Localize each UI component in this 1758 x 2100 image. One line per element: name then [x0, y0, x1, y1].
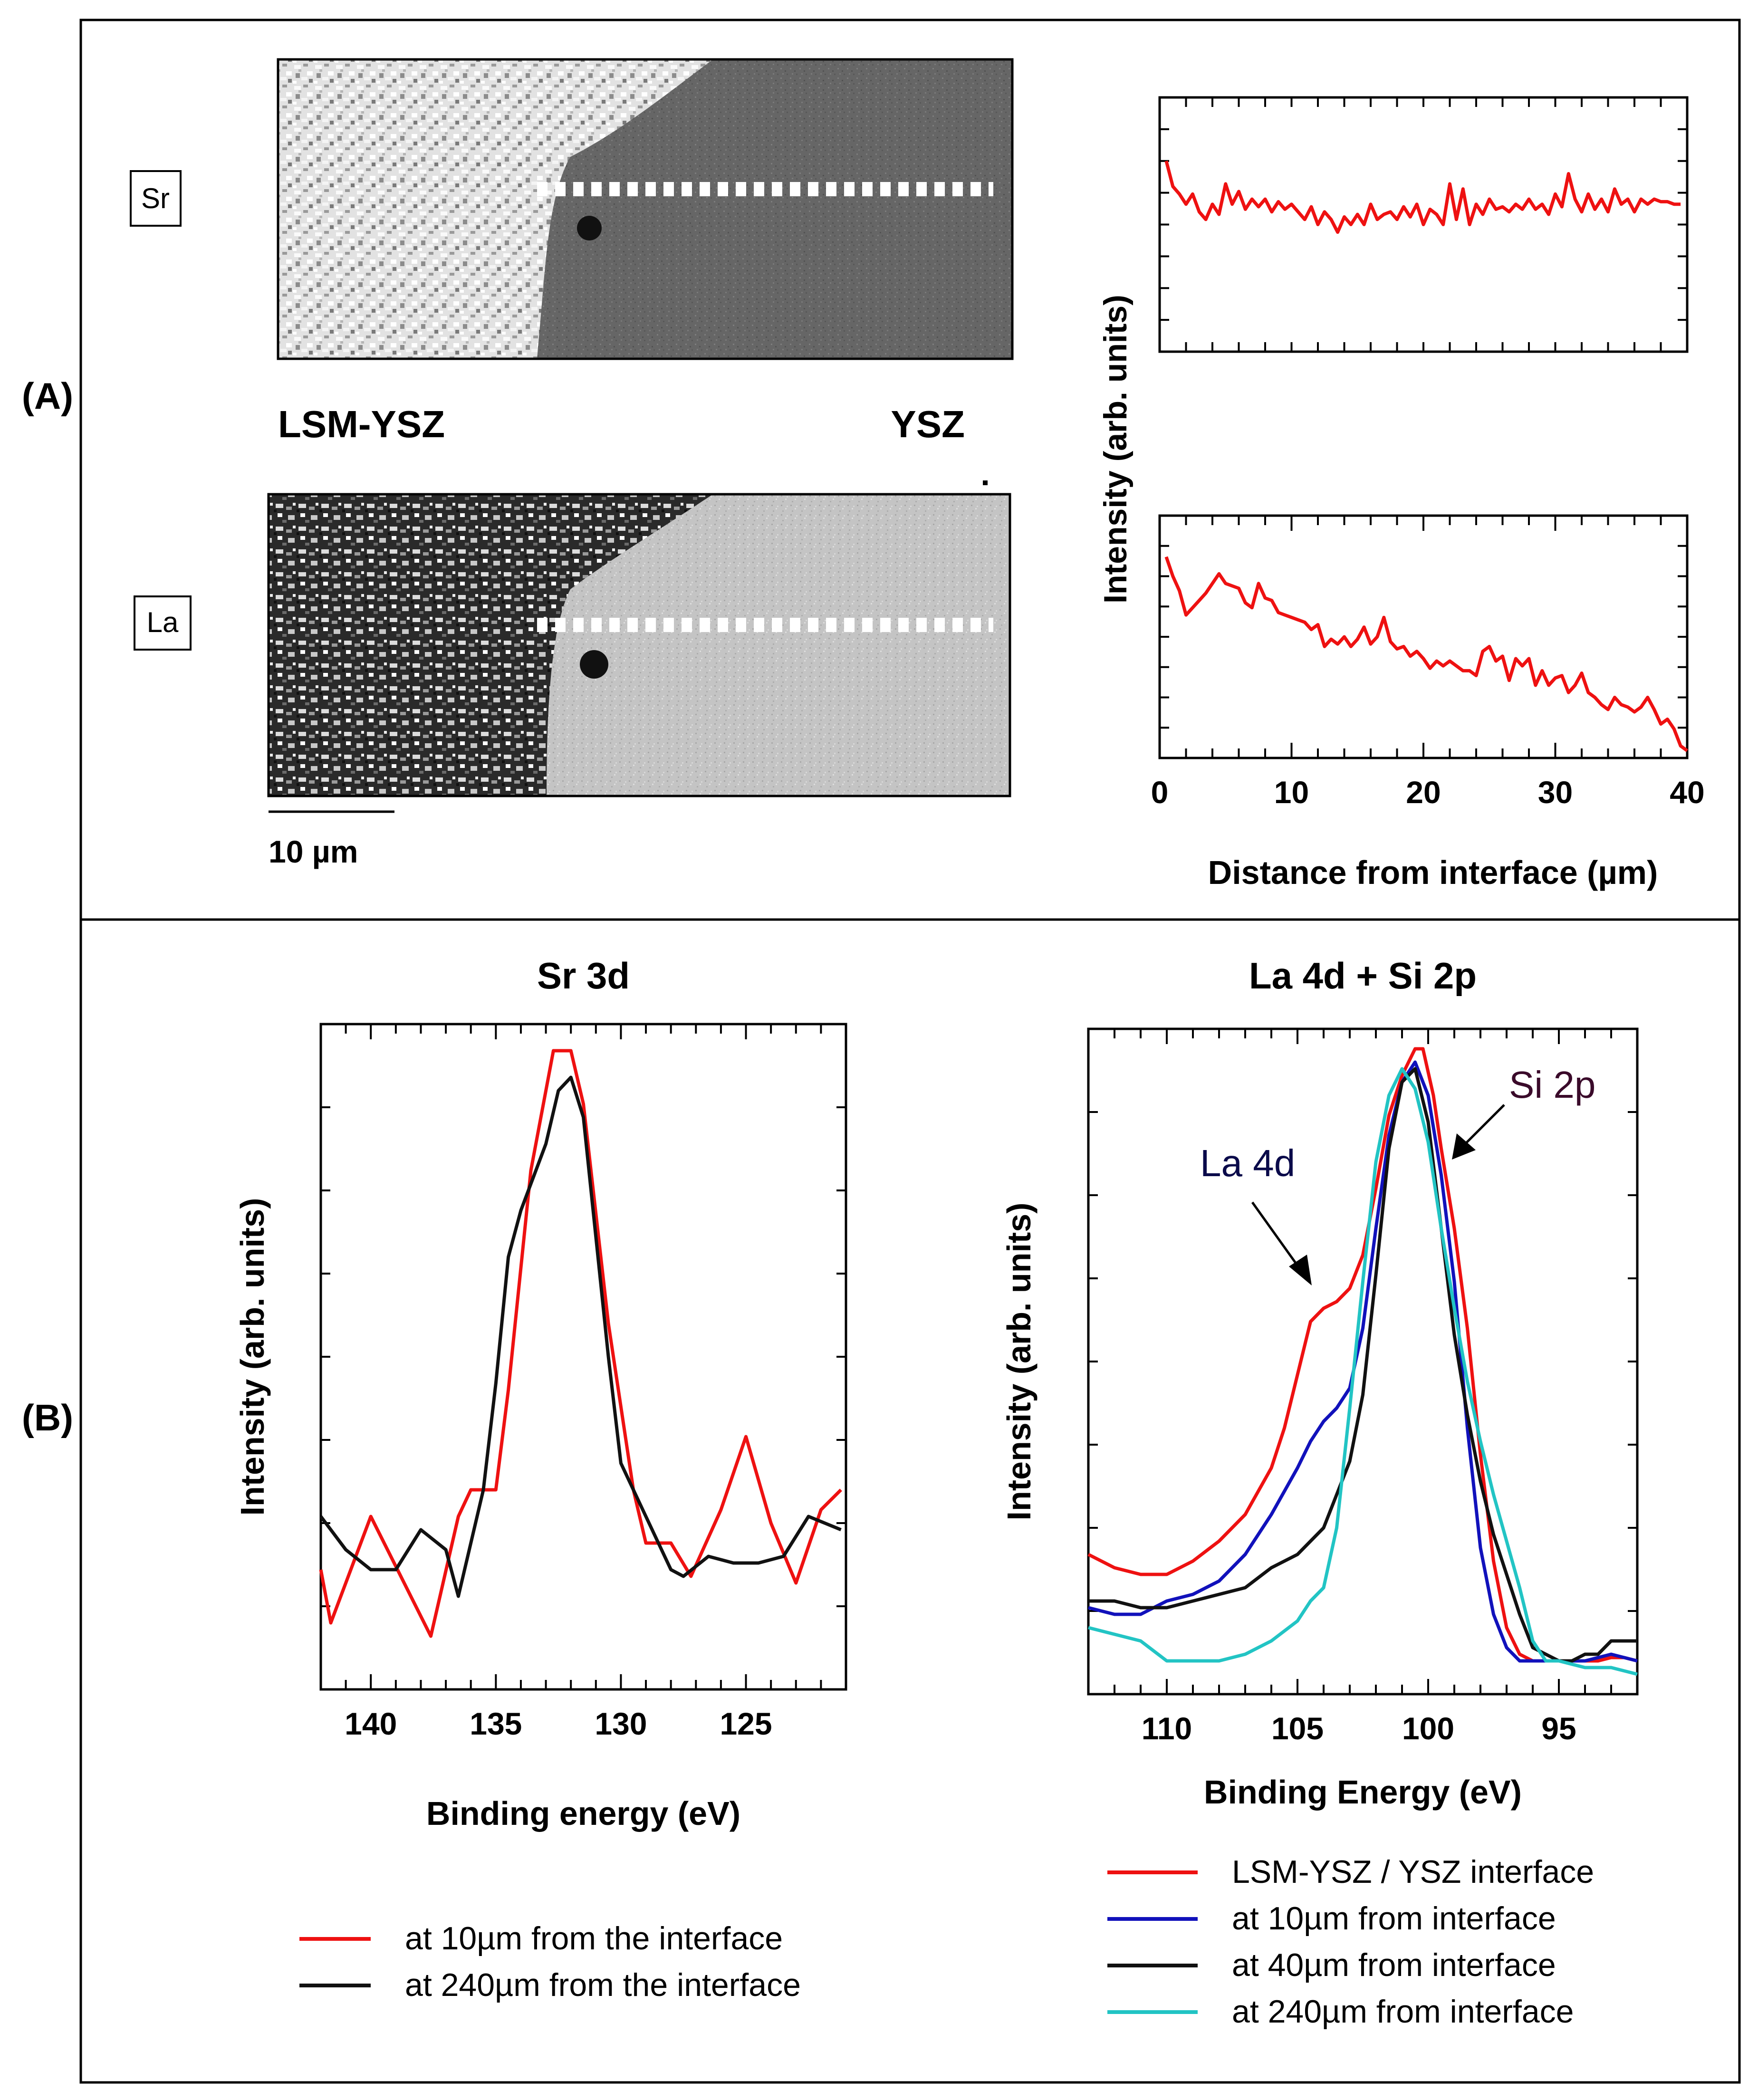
series-line-0 [319, 1049, 842, 1638]
la4d-annotation: La 4d [1200, 1142, 1295, 1184]
series-line-0 [1164, 556, 1689, 752]
x-tick-label: 95 [1541, 1711, 1576, 1746]
x-tick-label: 20 [1406, 775, 1441, 810]
series-line-2 [1088, 1067, 1637, 1663]
x-tick-label: 110 [1142, 1711, 1192, 1746]
la-label: La [147, 606, 179, 638]
scale-bar-label: 10 µm [269, 834, 358, 869]
si2p-arrow [1463, 1104, 1505, 1146]
si2p-arrowhead [1452, 1133, 1476, 1160]
si2p-annotation: Si 2p [1509, 1064, 1595, 1106]
sr-label: Sr [141, 182, 170, 214]
profile-y-axis-label: Intensity (arb. units) [1097, 295, 1134, 604]
la4d-arrow [1251, 1201, 1301, 1270]
x-tick-label: 0 [1151, 775, 1169, 810]
la4d-si2p-chart: 110 105 100 95 La 4d + Si 2p Binding Energy (… [1000, 955, 1639, 1811]
x-axis-label: Distance from interface (µm) [1208, 854, 1658, 891]
plot-frame [1158, 514, 1689, 759]
chart-title: La 4d + Si 2p [1249, 955, 1477, 997]
plot-frame [1087, 1027, 1639, 1696]
legend-label-3: at 240µm from interface [1232, 1994, 1574, 2030]
x-tick-label: 105 [1271, 1711, 1324, 1746]
panel-a-label: (A) [22, 375, 73, 417]
series-line-1 [319, 1075, 842, 1598]
sr-label-box [130, 170, 182, 227]
x-tick-label: 10 [1274, 775, 1309, 810]
sr3d-legend: at 10µm from the interface at 240µm from … [299, 1920, 801, 2003]
y-axis-label: Intensity (arb. units) [1000, 1203, 1038, 1521]
sr-map [277, 58, 1014, 360]
sr-profile-chart [1158, 96, 1689, 353]
la4d-arrowhead [1289, 1255, 1312, 1285]
lsm-ysz-label: LSM-YSZ [278, 403, 445, 445]
legend-label-0: at 10µm from the interface [405, 1920, 783, 1956]
series-line-0 [1164, 160, 1681, 234]
la4d-legend: LSM-YSZ / YSZ interface at 10µm from inte… [1107, 1854, 1594, 2030]
series-line-0 [1087, 1047, 1638, 1663]
y-axis-label: Intensity (arb. units) [234, 1198, 271, 1516]
chart-title: Sr 3d [537, 955, 630, 997]
ysz-label: YSZ [891, 403, 965, 445]
la-label-box [134, 595, 192, 651]
x-tick-label: 100 [1402, 1711, 1454, 1746]
x-axis-label: Binding energy (eV) [426, 1795, 740, 1832]
x-tick-label: 40 [1670, 775, 1704, 810]
x-axis-label: Binding Energy (eV) [1204, 1774, 1522, 1811]
legend-label-0: LSM-YSZ / YSZ interface [1232, 1854, 1594, 1890]
legend-label-1: at 240µm from the interface [405, 1967, 801, 2003]
marker-dot [983, 480, 988, 485]
legend-label-2: at 40µm from interface [1232, 1947, 1556, 1983]
series-line-3 [1088, 1067, 1638, 1676]
x-tick-label: 130 [595, 1706, 647, 1741]
la-profile-chart: 0 10 20 30 40 Distance from interface (µm) [1151, 514, 1705, 891]
x-tick-label: 140 [345, 1706, 397, 1741]
la-map [267, 493, 1011, 797]
x-tick-label: 135 [470, 1706, 522, 1741]
figure-frame [79, 19, 1741, 2084]
sr3d-chart: 140 135 130 125 Sr 3d Binding energy (eV) Inte… [234, 955, 847, 1832]
legend-label-1: at 10µm from interface [1232, 1900, 1556, 1937]
x-tick-label: 125 [720, 1706, 772, 1741]
panel-b-label: (B) [22, 1397, 73, 1438]
x-tick-label: 30 [1538, 775, 1573, 810]
